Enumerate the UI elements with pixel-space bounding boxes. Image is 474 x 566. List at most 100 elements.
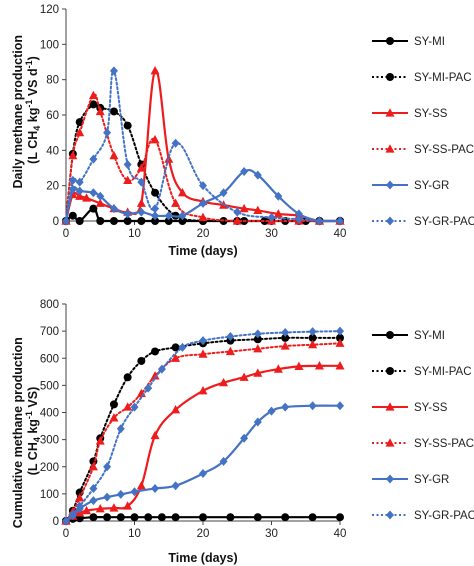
data-point: [95, 106, 105, 116]
x-axis-title: Time (days): [168, 551, 237, 565]
data-point: [123, 402, 133, 411]
y-tick-label: 700: [40, 326, 59, 338]
y-tick-label: 200: [40, 462, 59, 474]
x-tick-label: 20: [197, 528, 210, 540]
data-point: [164, 211, 173, 221]
data-point: [171, 513, 180, 522]
data-point: [171, 198, 181, 207]
legend-item: SY-SS: [372, 108, 448, 120]
data-point: [240, 167, 249, 177]
data-point: [109, 107, 118, 116]
y-tick-label: 40: [46, 145, 59, 157]
legend-label: SY-MI-PAC: [414, 72, 472, 84]
data-point: [144, 383, 153, 393]
legend-marker: [386, 367, 394, 375]
legend-item: SY-MI-PAC: [372, 72, 472, 84]
data-point: [89, 204, 98, 213]
data-point: [308, 327, 317, 337]
x-tick-label: 0: [63, 528, 69, 540]
data-point: [150, 66, 160, 75]
y-tick-label: 60: [46, 110, 59, 122]
y-tick-label: 800: [40, 299, 59, 311]
legend-item: SY-GR: [372, 180, 449, 192]
data-point: [137, 207, 146, 217]
data-point: [157, 364, 166, 374]
data-point: [240, 433, 249, 443]
y-tick-label: 80: [46, 75, 59, 87]
data-point: [253, 513, 262, 522]
data-point: [171, 404, 181, 414]
legend-label: SY-SS-PAC: [414, 144, 474, 156]
legend-label: SY-MI-PAC: [414, 366, 472, 378]
y-tick-label: 500: [40, 380, 59, 392]
y-axis-title: Daily methane production (L CH4 kg-1 VS …: [11, 32, 42, 189]
series-line: [65, 69, 341, 222]
data-point: [130, 513, 139, 522]
data-point: [198, 212, 208, 222]
data-point: [68, 509, 77, 519]
data-point: [123, 159, 132, 169]
y-tick-label: 600: [40, 353, 59, 365]
data-point: [294, 361, 304, 370]
legend-item: SY-MI: [372, 36, 445, 48]
data-point: [89, 100, 98, 109]
data-point: [109, 413, 119, 422]
data-point: [233, 207, 242, 217]
legend-label: SY-MI: [414, 36, 445, 48]
data-point: [109, 217, 118, 225]
data-point: [75, 501, 84, 511]
data-point: [123, 217, 132, 225]
data-point: [281, 513, 290, 522]
data-point: [62, 216, 70, 226]
data-point: [96, 191, 105, 201]
legend-item: SY-MI-PAC: [372, 366, 472, 378]
data-point: [199, 181, 207, 191]
data-point: [314, 361, 324, 370]
data-point: [109, 400, 118, 409]
legend-label: SY-GR: [414, 474, 449, 486]
y-tick-label: 100: [40, 489, 59, 501]
legend-marker: [385, 144, 395, 153]
y-tick-label: 0: [53, 216, 59, 228]
data-point: [336, 326, 344, 336]
data-point: [82, 193, 92, 202]
data-point: [109, 66, 118, 76]
data-point: [171, 481, 180, 491]
data-point: [95, 436, 105, 445]
series-line: [65, 330, 341, 522]
legend-label: SY-SS: [414, 402, 448, 414]
data-point: [253, 329, 262, 339]
data-point: [103, 462, 112, 472]
series-sy-gr-pac: [62, 326, 344, 526]
legend-item: SY-MI: [372, 330, 445, 342]
data-point: [219, 456, 228, 466]
legend-marker: [386, 331, 394, 339]
cumulative-methane-chart: Cumulative methane production (L CH4 kg-…: [11, 299, 474, 565]
legend-marker: [386, 180, 394, 190]
data-point: [151, 217, 160, 225]
data-point: [103, 513, 112, 522]
data-point: [336, 216, 344, 226]
data-point: [136, 198, 146, 207]
data-point: [171, 138, 180, 148]
data-point: [136, 480, 146, 490]
data-point: [89, 188, 98, 198]
legend-label: SY-SS: [414, 108, 448, 120]
data-point: [199, 198, 207, 208]
legend-marker: [385, 402, 395, 411]
data-point: [103, 128, 112, 138]
data-point: [123, 209, 132, 219]
x-tick-label: 40: [334, 528, 347, 540]
data-point: [253, 417, 262, 427]
legend-label: SY-GR-PAC: [414, 216, 474, 228]
data-point: [267, 406, 276, 416]
data-point: [75, 177, 84, 187]
legend-marker: [386, 37, 394, 45]
legend-label: SY-MI: [414, 330, 445, 342]
data-point: [109, 503, 119, 512]
data-point: [116, 513, 125, 522]
data-point: [294, 214, 303, 224]
data-point: [157, 513, 166, 522]
data-point: [150, 430, 160, 440]
